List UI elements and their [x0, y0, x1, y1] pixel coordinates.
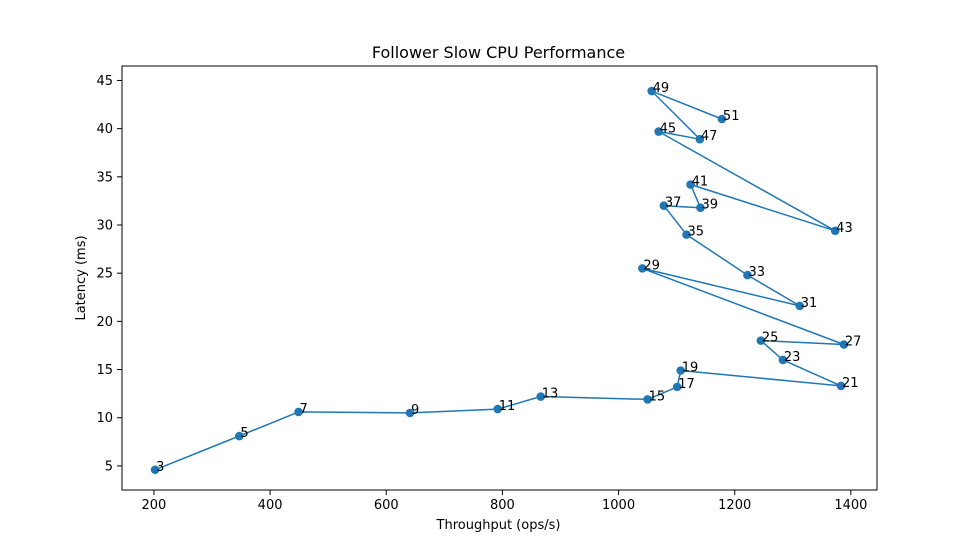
data-point — [647, 86, 656, 96]
data-point-label: 25 — [762, 331, 779, 346]
data-point — [743, 270, 752, 280]
data-point — [536, 392, 546, 401]
y-tick-label: 15 — [96, 363, 113, 378]
data-point-label: 39 — [701, 198, 718, 213]
data-point-label: 19 — [682, 361, 699, 376]
y-tick-label: 40 — [96, 122, 113, 137]
data-point — [830, 226, 840, 236]
data-point-label: 51 — [723, 109, 740, 124]
y-tick-label: 10 — [96, 411, 113, 426]
data-point-label: 37 — [665, 196, 682, 211]
data-point — [696, 203, 705, 212]
data-point-label: 45 — [660, 122, 677, 137]
chart-title: Follower Slow CPU Performance — [372, 43, 625, 62]
data-point-label: 47 — [701, 129, 718, 144]
data-point-label: 27 — [845, 334, 862, 349]
x-tick-label: 1000 — [602, 498, 635, 513]
data-point-label: 21 — [842, 376, 859, 391]
x-tick-label: 400 — [258, 498, 283, 513]
data-point-label: 3 — [156, 460, 164, 475]
y-tick-label: 20 — [96, 315, 113, 330]
plot-frame — [121, 65, 878, 491]
data-point-label: 23 — [784, 350, 801, 365]
data-point-label: 29 — [643, 258, 660, 273]
data-point-label: 5 — [240, 426, 248, 441]
data-point — [638, 264, 647, 273]
data-point-label: 43 — [836, 221, 853, 236]
y-tick-label: 30 — [96, 219, 113, 234]
data-point — [405, 408, 415, 418]
y-tick-label: 45 — [96, 74, 113, 89]
data-point — [686, 180, 695, 189]
data-point — [839, 340, 849, 349]
data-point — [654, 127, 663, 136]
data-point — [695, 134, 705, 144]
data-point — [493, 404, 503, 414]
data-point — [836, 381, 846, 391]
data-point — [682, 230, 691, 239]
y-tick-label: 5 — [105, 459, 113, 474]
y-axis-ticks: 5 10 15 20 25 30 35 40 45 — [96, 74, 122, 474]
data-point-label: 11 — [499, 399, 516, 414]
data-point-label: 41 — [692, 175, 709, 190]
x-axis-label: Throughput (ops/s) — [436, 518, 561, 533]
data-point — [235, 431, 244, 441]
data-point-label: 7 — [300, 402, 308, 417]
data-point — [756, 336, 766, 345]
data-point — [672, 382, 682, 392]
data-point-label: 17 — [678, 377, 695, 392]
data-point-label: 49 — [653, 81, 670, 96]
data-point-label: 31 — [801, 296, 818, 311]
x-tick-label: 600 — [374, 498, 399, 513]
data-point-label: 15 — [649, 389, 666, 404]
x-tick-label: 200 — [142, 498, 167, 513]
data-point — [676, 366, 685, 375]
x-tick-label: 1200 — [718, 498, 751, 513]
data-point-label: 35 — [688, 225, 705, 240]
y-tick-label: 25 — [96, 267, 113, 282]
y-axis-label: Latency (ms) — [74, 235, 89, 320]
data-point — [717, 114, 727, 124]
data-point-label: 9 — [411, 403, 419, 418]
x-tick-label: 800 — [490, 498, 515, 513]
data-point — [294, 407, 303, 417]
data-point — [150, 465, 160, 475]
data-point — [795, 301, 805, 311]
x-axis-ticks: 200 400 600 800 1000 1200 1400 — [142, 490, 867, 513]
data-point — [643, 395, 652, 404]
data-point-label: 33 — [748, 265, 765, 280]
x-tick-label: 1400 — [834, 498, 867, 513]
y-tick-label: 35 — [96, 170, 113, 185]
data-point-label: 13 — [542, 387, 559, 402]
data-point — [778, 355, 788, 365]
data-point — [659, 201, 669, 211]
